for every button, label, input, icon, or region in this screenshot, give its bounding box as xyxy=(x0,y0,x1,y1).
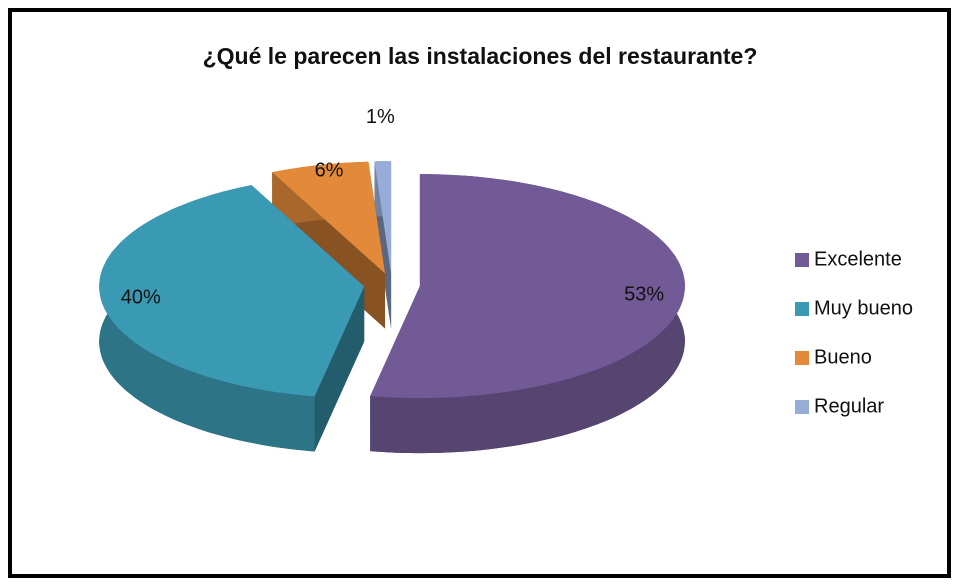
legend-label: Regular xyxy=(814,395,884,417)
legend-label: Bueno xyxy=(814,346,872,368)
slice xyxy=(370,174,685,399)
slice xyxy=(99,185,365,397)
legend-swatch xyxy=(795,400,809,414)
slice xyxy=(374,161,392,274)
data-label: 40% xyxy=(121,287,161,309)
legend: Excelente Muy bueno Bueno Regular xyxy=(795,248,913,417)
legend-swatch xyxy=(795,253,809,267)
pie: 53% 40% 6% 1% xyxy=(99,106,685,454)
legend-label: Excelente xyxy=(814,248,902,270)
data-label: 6% xyxy=(315,160,344,182)
data-label: 1% xyxy=(366,106,395,128)
slice xyxy=(272,161,385,274)
legend-swatch xyxy=(795,351,809,365)
legend-swatch xyxy=(795,302,809,316)
chart-title: ¿Qué le parecen las instalaciones del re… xyxy=(203,43,758,69)
legend-label: Muy bueno xyxy=(814,297,913,319)
data-label: 53% xyxy=(624,283,664,305)
